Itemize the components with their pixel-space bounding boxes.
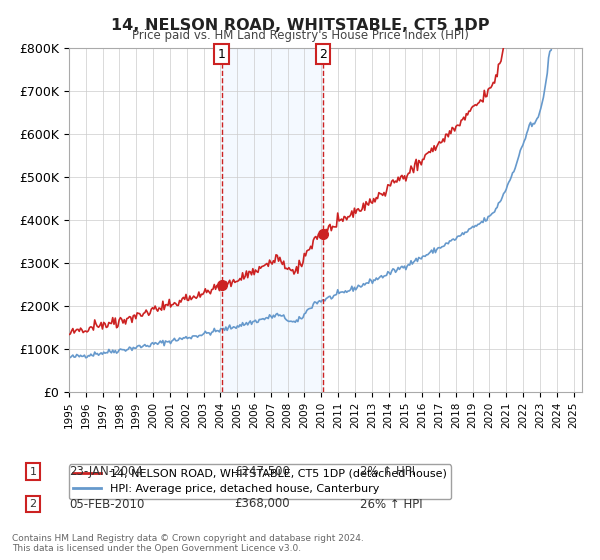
Text: 26% ↑ HPI: 26% ↑ HPI bbox=[360, 497, 422, 511]
Text: £368,000: £368,000 bbox=[234, 497, 290, 511]
Text: £247,500: £247,500 bbox=[234, 465, 290, 478]
Bar bbox=[221, 48, 323, 392]
Text: 2% ↑ HPI: 2% ↑ HPI bbox=[360, 465, 415, 478]
Legend: 14, NELSON ROAD, WHITSTABLE, CT5 1DP (detached house), HPI: Average price, detac: 14, NELSON ROAD, WHITSTABLE, CT5 1DP (de… bbox=[69, 464, 451, 499]
Text: 2: 2 bbox=[29, 499, 37, 509]
Text: 1: 1 bbox=[29, 466, 37, 477]
Text: 14, NELSON ROAD, WHITSTABLE, CT5 1DP: 14, NELSON ROAD, WHITSTABLE, CT5 1DP bbox=[111, 18, 489, 34]
Text: 1: 1 bbox=[218, 48, 226, 60]
Text: 05-FEB-2010: 05-FEB-2010 bbox=[69, 497, 145, 511]
Text: 23-JAN-2004: 23-JAN-2004 bbox=[69, 465, 143, 478]
Text: 2: 2 bbox=[319, 48, 327, 60]
Text: Contains HM Land Registry data © Crown copyright and database right 2024.
This d: Contains HM Land Registry data © Crown c… bbox=[12, 534, 364, 553]
Text: Price paid vs. HM Land Registry's House Price Index (HPI): Price paid vs. HM Land Registry's House … bbox=[131, 29, 469, 42]
